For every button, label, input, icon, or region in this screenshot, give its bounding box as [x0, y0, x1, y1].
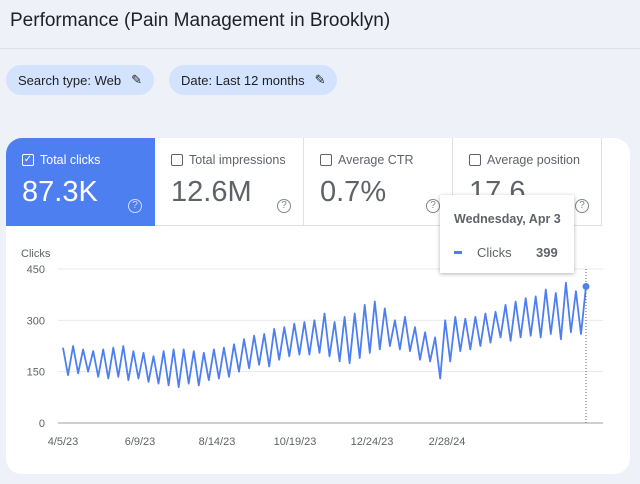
- pencil-icon: ✎: [131, 72, 142, 87]
- help-icon[interactable]: ?: [575, 199, 589, 213]
- x-tick-label: 2/28/24: [429, 436, 466, 448]
- checkbox-icon[interactable]: [171, 154, 183, 166]
- pencil-icon: ✎: [314, 72, 326, 87]
- metric-value: 87.3K: [22, 176, 98, 208]
- metric-label: Average position: [487, 153, 580, 167]
- page-title: Performance (Pain Management in Brooklyn…: [10, 10, 391, 31]
- clicks-series-line: [62, 281, 587, 388]
- performance-card: ✓ Total clicks 87.3K ? Total impressions …: [6, 138, 630, 474]
- x-tick-label: 4/5/23: [48, 436, 79, 448]
- clicks-line-chart[interactable]: Clicks 0 150 300 450 4/5/23 6/9/23 8/14/23 10/19…: [6, 226, 630, 474]
- help-icon[interactable]: ?: [426, 199, 440, 213]
- metric-label: Average CTR: [338, 153, 414, 167]
- x-tick-label: 8/14/23: [199, 436, 236, 448]
- checkbox-checked-icon[interactable]: ✓: [22, 154, 34, 166]
- y-tick-label: 0: [39, 418, 45, 430]
- chip-label: Date: Last 12 months: [181, 72, 305, 88]
- x-tick-label: 10/19/23: [274, 436, 317, 448]
- chart-tooltip: Wednesday, Apr 3 Clicks 399: [440, 195, 574, 273]
- chip-label: Search type: Web: [18, 72, 122, 88]
- metric-label: Total clicks: [40, 153, 101, 167]
- y-tick-label: 300: [27, 315, 45, 327]
- search-type-filter-chip[interactable]: Search type: Web ✎: [6, 65, 154, 95]
- tooltip-series: Clicks: [477, 245, 512, 260]
- metric-average-ctr[interactable]: Average CTR 0.7% ?: [304, 138, 453, 226]
- hover-point: [582, 282, 590, 290]
- metric-total-impressions[interactable]: Total impressions 12.6M ?: [155, 138, 304, 226]
- date-filter-chip[interactable]: Date: Last 12 months ✎: [169, 65, 338, 95]
- x-tick-label: 6/9/23: [125, 436, 156, 448]
- metric-label: Total impressions: [189, 153, 286, 167]
- metric-value: 12.6M: [171, 176, 252, 208]
- x-tick-label: 12/24/23: [351, 436, 394, 448]
- metric-value: 0.7%: [320, 176, 387, 208]
- tooltip-date: Wednesday, Apr 3: [454, 212, 561, 226]
- divider: [0, 48, 640, 49]
- checkbox-icon[interactable]: [469, 154, 481, 166]
- metric-total-clicks[interactable]: ✓ Total clicks 87.3K ?: [6, 138, 155, 226]
- checkbox-icon[interactable]: [320, 154, 332, 166]
- tooltip-value: 399: [536, 245, 558, 260]
- y-tick-label: 150: [27, 367, 45, 379]
- series-swatch-icon: [454, 251, 462, 254]
- help-icon[interactable]: ?: [277, 199, 291, 213]
- y-axis-label: Clicks: [21, 248, 51, 260]
- help-icon[interactable]: ?: [128, 199, 142, 213]
- y-tick-label: 450: [27, 264, 45, 276]
